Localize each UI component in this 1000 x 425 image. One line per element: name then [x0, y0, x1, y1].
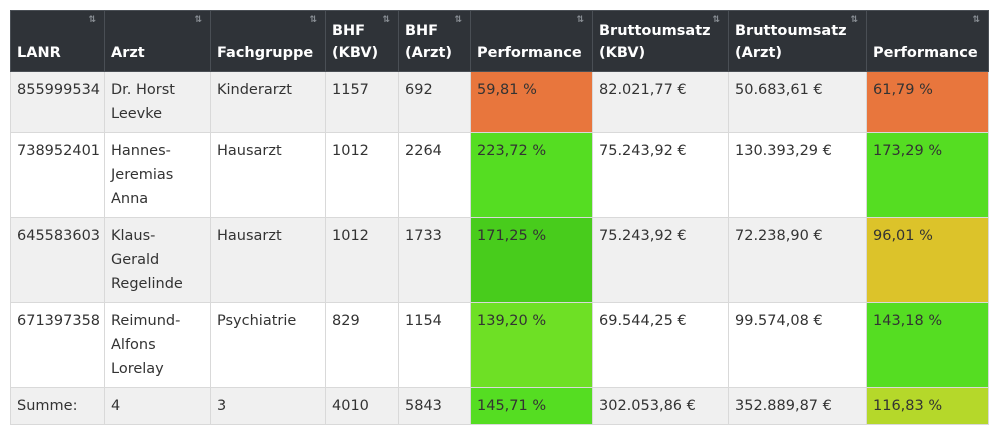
header-row: ⇅ LANR ⇅ Arzt ⇅ Fachgruppe ⇅ BHF (KBV) ⇅ BHF (A… — [10, 10, 989, 72]
cell-umsatz-kbv: 75.243,92 € — [592, 217, 729, 303]
header-line2: (Arzt) — [405, 45, 452, 61]
header-line2: (KBV) — [599, 45, 646, 61]
cell-arzt: Dr. Horst Leevke — [104, 71, 211, 133]
column-header-bhf-arzt[interactable]: ⇅ BHF (Arzt) — [398, 10, 471, 72]
sort-icon[interactable]: ⇅ — [382, 15, 390, 25]
cell-bhf-kbv: 829 — [325, 302, 399, 388]
cell-umsatz-arzt: 72.238,90 € — [728, 217, 867, 303]
header-line1: BHF — [405, 23, 439, 39]
cell-performance-bhf: 59,81 % — [470, 71, 593, 133]
column-header-bhf-kbv[interactable]: ⇅ BHF (KBV) — [325, 10, 399, 72]
header-line1: BHF — [332, 23, 366, 39]
sort-icon[interactable]: ⇅ — [712, 15, 720, 25]
cell-lanr: Summe: — [10, 387, 105, 425]
cell-arzt: Hannes-Jeremias Anna — [104, 132, 211, 218]
cell-performance-umsatz: 116,83 % — [866, 387, 989, 425]
cell-performance-umsatz: 173,29 % — [866, 132, 989, 218]
cell-lanr: 855999534 — [10, 71, 105, 133]
cell-bhf-kbv: 1012 — [325, 217, 399, 303]
cell-umsatz-kbv: 82.021,77 € — [592, 71, 729, 133]
cell-bhf-kbv: 4010 — [325, 387, 399, 425]
cell-performance-bhf: 223,72 % — [470, 132, 593, 218]
cell-bhf-kbv: 1012 — [325, 132, 399, 218]
cell-arzt: Klaus-Gerald Regelinde — [104, 217, 211, 303]
column-header-performance-umsatz[interactable]: ⇅ Performance — [866, 10, 989, 72]
sort-icon[interactable]: ⇅ — [972, 15, 980, 25]
cell-fachgruppe: Hausarzt — [210, 132, 326, 218]
header-line2: Arzt — [111, 45, 145, 61]
cell-lanr: 671397358 — [10, 302, 105, 388]
cell-bhf-kbv: 1157 — [325, 71, 399, 133]
cell-fachgruppe: Hausarzt — [210, 217, 326, 303]
column-header-arzt[interactable]: ⇅ Arzt — [104, 10, 211, 72]
cell-lanr: 738952401 — [10, 132, 105, 218]
header-line2: (KBV) — [332, 45, 379, 61]
table-row: 855999534 Dr. Horst Leevke Kinderarzt 11… — [10, 71, 989, 133]
column-header-lanr[interactable]: ⇅ LANR — [10, 10, 105, 72]
cell-bhf-arzt: 2264 — [398, 132, 471, 218]
cell-performance-bhf: 145,71 % — [470, 387, 593, 425]
cell-fachgruppe: 3 — [210, 387, 326, 425]
header-line2: LANR — [17, 45, 61, 61]
cell-bhf-arzt: 692 — [398, 71, 471, 133]
cell-umsatz-arzt: 99.574,08 € — [728, 302, 867, 388]
header-line1: Bruttoumsatz — [599, 23, 711, 39]
header-line2: Performance — [873, 45, 978, 61]
header-line2: Fachgruppe — [217, 45, 314, 61]
sort-icon[interactable]: ⇅ — [309, 15, 317, 25]
column-header-umsatz-arzt[interactable]: ⇅ Bruttoumsatz (Arzt) — [728, 10, 867, 72]
header-line1: Bruttoumsatz — [735, 23, 847, 39]
cell-umsatz-arzt: 352.889,87 € — [728, 387, 867, 425]
cell-performance-bhf: 139,20 % — [470, 302, 593, 388]
table-container: ⇅ LANR ⇅ Arzt ⇅ Fachgruppe ⇅ BHF (KBV) ⇅ BHF (A… — [10, 10, 989, 425]
sort-icon[interactable]: ⇅ — [454, 15, 462, 25]
column-header-performance-bhf[interactable]: ⇅ Performance — [470, 10, 593, 72]
cell-fachgruppe: Kinderarzt — [210, 71, 326, 133]
table-row: 738952401 Hannes-Jeremias Anna Hausarzt … — [10, 132, 989, 218]
cell-bhf-arzt: 1154 — [398, 302, 471, 388]
sort-icon[interactable]: ⇅ — [88, 15, 96, 25]
sort-icon[interactable]: ⇅ — [194, 15, 202, 25]
table-row: 645583603 Klaus-Gerald Regelinde Hausarz… — [10, 217, 989, 303]
cell-umsatz-arzt: 50.683,61 € — [728, 71, 867, 133]
column-header-umsatz-kbv[interactable]: ⇅ Bruttoumsatz (KBV) — [592, 10, 729, 72]
cell-performance-bhf: 171,25 % — [470, 217, 593, 303]
cell-umsatz-kbv: 69.544,25 € — [592, 302, 729, 388]
column-header-fachgruppe[interactable]: ⇅ Fachgruppe — [210, 10, 326, 72]
cell-umsatz-kbv: 75.243,92 € — [592, 132, 729, 218]
cell-performance-umsatz: 61,79 % — [866, 71, 989, 133]
cell-performance-umsatz: 96,01 % — [866, 217, 989, 303]
performance-table: ⇅ LANR ⇅ Arzt ⇅ Fachgruppe ⇅ BHF (KBV) ⇅ BHF (A… — [10, 10, 989, 425]
cell-bhf-arzt: 5843 — [398, 387, 471, 425]
cell-arzt: 4 — [104, 387, 211, 425]
cell-performance-umsatz: 143,18 % — [866, 302, 989, 388]
cell-lanr: 645583603 — [10, 217, 105, 303]
cell-arzt: Reimund-Alfons Lorelay — [104, 302, 211, 388]
header-line2: Performance — [477, 45, 582, 61]
cell-fachgruppe: Psychiatrie — [210, 302, 326, 388]
cell-umsatz-kbv: 302.053,86 € — [592, 387, 729, 425]
header-line2: (Arzt) — [735, 45, 782, 61]
table-row: 671397358 Reimund-Alfons Lorelay Psychia… — [10, 302, 989, 388]
cell-bhf-arzt: 1733 — [398, 217, 471, 303]
cell-umsatz-arzt: 130.393,29 € — [728, 132, 867, 218]
sort-icon[interactable]: ⇅ — [850, 15, 858, 25]
summary-row: Summe: 4 3 4010 5843 145,71 % 302.053,86… — [10, 387, 989, 425]
sort-icon[interactable]: ⇅ — [576, 15, 584, 25]
